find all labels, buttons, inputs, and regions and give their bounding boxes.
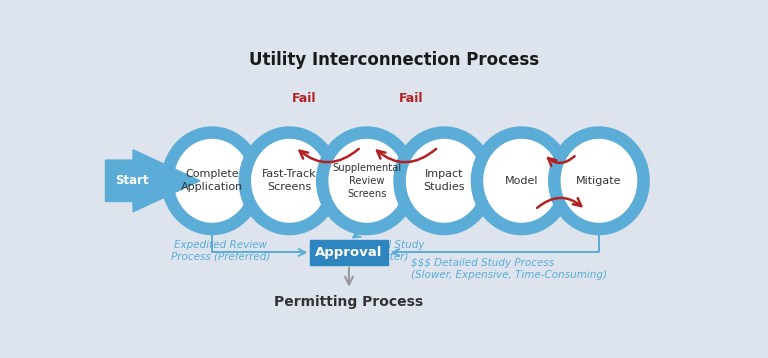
- Text: Utility Interconnection Process: Utility Interconnection Process: [249, 51, 538, 69]
- Text: Fast-Track
Screens: Fast-Track Screens: [262, 169, 316, 192]
- FancyBboxPatch shape: [310, 240, 388, 265]
- Text: Impact
Studies: Impact Studies: [423, 169, 465, 192]
- Text: Model: Model: [505, 176, 538, 186]
- Ellipse shape: [554, 132, 644, 229]
- Text: Mitigate: Mitigate: [576, 176, 621, 186]
- FancyBboxPatch shape: [105, 150, 200, 212]
- Ellipse shape: [245, 132, 334, 229]
- Text: Complete
Application: Complete Application: [181, 169, 243, 192]
- Text: Fail: Fail: [292, 92, 316, 105]
- Ellipse shape: [477, 132, 566, 229]
- Text: Permitting Process: Permitting Process: [274, 295, 423, 309]
- Ellipse shape: [399, 132, 488, 229]
- Text: Start: Start: [115, 174, 148, 187]
- Text: Fail: Fail: [399, 92, 424, 105]
- Text: $ Supplemental Study
Process (Better): $ Supplemental Study Process (Better): [309, 240, 425, 262]
- Text: Supplemental
Review
Screens: Supplemental Review Screens: [333, 163, 402, 199]
- Text: Expedited Review
Process (Preferred): Expedited Review Process (Preferred): [171, 240, 270, 262]
- Ellipse shape: [323, 132, 412, 229]
- Text: $$$ Detailed Study Process
(Slower, Expensive, Time-Consuming): $$$ Detailed Study Process (Slower, Expe…: [412, 258, 607, 280]
- Ellipse shape: [167, 132, 257, 229]
- Text: Approval: Approval: [316, 246, 382, 259]
